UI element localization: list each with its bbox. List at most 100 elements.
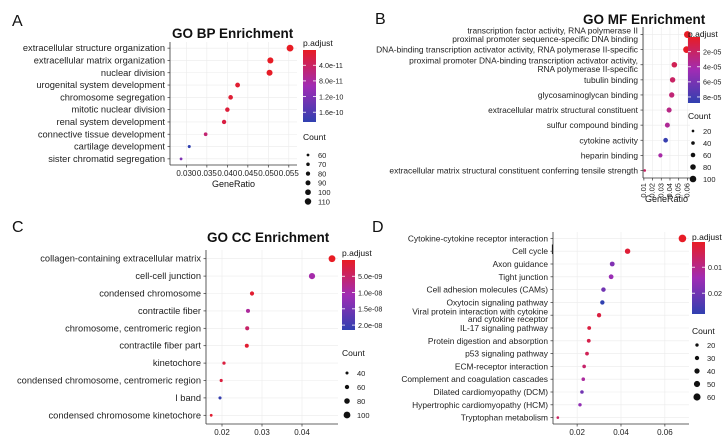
y-tick-label: proximal promoter DNA-binding transcript… <box>409 56 638 66</box>
y-tick-label: sulfur compound binding <box>547 120 639 130</box>
size-legend-title: Count <box>342 348 365 358</box>
data-point <box>219 378 223 383</box>
y-tick-label: DNA-binding transcription activator acti… <box>376 45 638 55</box>
plot-area <box>206 250 338 424</box>
y-tick-label: Cytokine-cytokine receptor interaction <box>408 233 548 243</box>
data-point <box>596 313 602 318</box>
x-axis-label: GeneRatio <box>212 179 255 189</box>
chart-title: GO BP Enrichment <box>172 26 294 41</box>
colorbar <box>303 50 316 122</box>
colorbar-label: 2.0e-08 <box>358 321 382 330</box>
size-legend-label: 110 <box>318 197 330 206</box>
size-legend-label: 40 <box>703 139 711 148</box>
size-legend-label: 80 <box>318 169 326 178</box>
x-tick-label: 0.03 <box>254 428 270 437</box>
data-point <box>218 396 222 400</box>
y-tick-label: extracellular matrix structural constitu… <box>488 105 639 115</box>
colorbar-label: 1.6e-10 <box>319 108 343 117</box>
data-point <box>671 61 678 68</box>
x-tick-label: 0.06 <box>682 183 691 198</box>
y-tick-label: chromosome, centromeric region <box>65 323 201 333</box>
panel-d: DKEGG EnrichmentCytokine-cytokine recept… <box>372 219 722 437</box>
y-tick-label: Complement and coagulation cascades <box>401 374 548 384</box>
y-tick-label: glycosaminoglycan binding <box>538 90 638 100</box>
colorbar-label: 0.01 <box>708 263 722 272</box>
color-legend-title: p.adjust <box>303 38 333 48</box>
colorbar-label: 2e-05 <box>703 48 721 57</box>
size-legend-label: 20 <box>703 127 711 136</box>
x-tick-label: 0.030 <box>176 169 197 178</box>
y-tick-label: condensed chromosome, centromeric region <box>17 376 201 386</box>
data-point <box>179 157 183 161</box>
size-legend-dot <box>343 411 351 419</box>
y-tick-label: proximal promoter sequence-specific DNA … <box>452 34 638 44</box>
y-tick-label: condensed chromosome kinetochore <box>49 410 201 420</box>
color-legend-title: p.adjust <box>692 232 722 242</box>
colorbar-label: 0.02 <box>708 289 722 298</box>
x-tick-label: 0.050 <box>258 169 279 178</box>
data-point <box>228 95 233 100</box>
size-legend-label: 80 <box>703 163 711 172</box>
color-legend-title: p.adjust <box>688 29 718 39</box>
size-legend-label: 40 <box>357 369 365 378</box>
panel-letter: A <box>12 13 23 30</box>
data-point <box>587 326 592 330</box>
y-tick-label: condensed chromosome <box>99 289 201 299</box>
size-legend-dot <box>695 343 699 347</box>
data-point <box>664 122 670 128</box>
y-tick-label: and cytokine receptor <box>468 314 548 324</box>
data-point <box>666 107 672 113</box>
plot-area <box>170 42 297 165</box>
y-tick-label: extracellular matrix organization <box>34 55 165 65</box>
panel-c: C GO CC Enrichment collagen-containing ext… <box>12 219 382 437</box>
size-legend-dot <box>693 393 701 401</box>
data-point <box>683 31 691 38</box>
chart-title: GO MF Enrichment <box>583 12 706 27</box>
size-legend-dot <box>690 164 696 170</box>
y-tick-label: mitotic nuclear division <box>71 105 165 115</box>
y-tick-label: renal system development <box>56 117 165 127</box>
data-point <box>663 137 668 143</box>
y-tick-label: contractile fiber <box>138 306 201 316</box>
y-tick-label: cartilage development <box>74 142 165 152</box>
size-legend-title: Count <box>303 132 326 142</box>
y-tick-label: Hypertrophic cardiomyopathy (HCM) <box>412 400 548 410</box>
colorbar-label: 4.0e-11 <box>319 61 343 70</box>
y-tick-label: extracellular structure organization <box>23 43 165 53</box>
size-legend-dot <box>344 398 350 404</box>
data-point <box>245 326 250 331</box>
size-legend-dot <box>304 198 312 205</box>
size-legend-label: 20 <box>707 341 715 350</box>
data-point <box>578 403 582 407</box>
data-point <box>187 145 191 149</box>
data-point <box>235 82 241 88</box>
data-point <box>624 248 631 254</box>
x-tick-label: 0.02 <box>214 428 230 437</box>
panel-letter: C <box>12 219 24 236</box>
colorbar <box>342 260 355 330</box>
y-tick-label: I band <box>175 393 201 403</box>
size-legend-label: 40 <box>707 367 715 376</box>
x-tick-label: 0.040 <box>217 169 238 178</box>
data-point <box>585 351 589 356</box>
y-tick-label: urogenital system development <box>36 80 165 90</box>
y-tick-label: p53 signaling pathway <box>465 349 549 359</box>
size-legend-dot <box>305 171 311 176</box>
data-point <box>225 107 230 112</box>
data-point <box>581 377 586 381</box>
y-tick-label: tubulin binding <box>584 75 638 85</box>
size-legend-dot <box>693 380 701 388</box>
size-legend-label: 70 <box>318 160 326 169</box>
y-tick-label: collagen-containing extracellular matrix <box>40 254 201 264</box>
y-tick-label: IL-17 signaling pathway <box>460 323 549 333</box>
data-point <box>669 77 676 83</box>
size-legend-label: 60 <box>707 393 715 402</box>
y-tick-label: Oxytocin signaling pathway <box>447 297 549 307</box>
colorbar-label: 4e-05 <box>703 63 721 72</box>
x-tick-label: 0.035 <box>197 169 218 178</box>
y-tick-label: Dilated cardiomyopathy (DCM) <box>434 387 549 397</box>
x-tick-label: 0.04 <box>613 428 629 437</box>
size-legend-dot <box>345 371 349 375</box>
data-point <box>221 119 227 125</box>
